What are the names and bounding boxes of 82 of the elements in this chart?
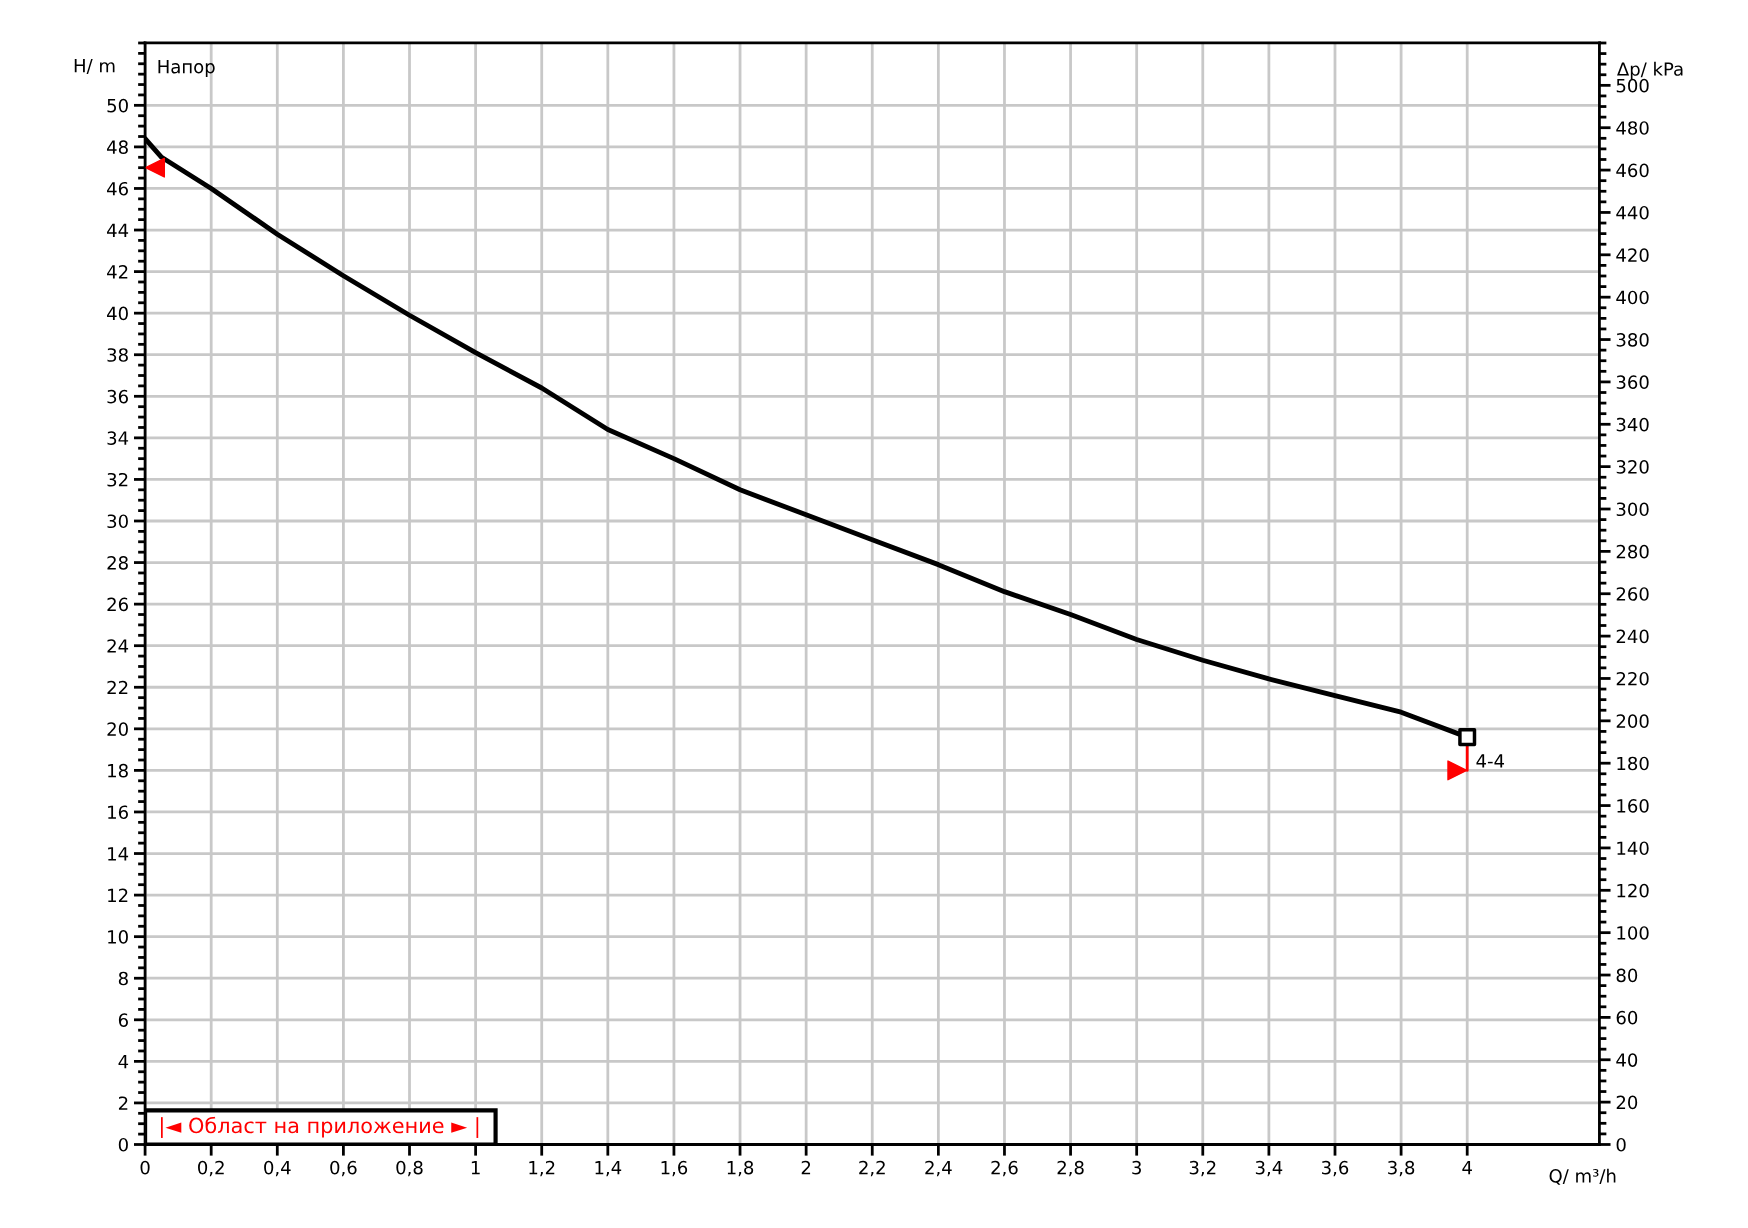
annotation: Напор — [158, 60, 215, 77]
x-axis-title: Q/ m³/h — [1549, 1168, 1616, 1185]
y2-tick-label: 20 — [1616, 1095, 1638, 1110]
y2-tick-label: 400 — [1616, 290, 1649, 305]
x-tick-label: 3,2 — [1189, 1160, 1216, 1177]
x-tick-label: 3,6 — [1322, 1160, 1349, 1177]
point — [1458, 728, 1477, 747]
x-tick-label: 1,8 — [727, 1160, 754, 1177]
y2-tick-label: 120 — [1617, 883, 1649, 898]
x-tick-label: 4 — [1462, 1161, 1472, 1175]
y-tick-label: 18 — [108, 763, 128, 778]
x-tick-label: 2,8 — [1057, 1160, 1084, 1177]
point — [144, 157, 166, 178]
annotation: 4-4 — [1476, 754, 1505, 768]
y2-tick-label: 380 — [1616, 333, 1649, 347]
y-tick-label: 20 — [107, 722, 128, 736]
y-axis-title: H/ m — [74, 59, 115, 74]
y2-tick-label: 180 — [1617, 756, 1649, 771]
y2-tick-label: 460 — [1616, 163, 1649, 178]
y2-tick-label: 340 — [1616, 417, 1649, 432]
y2-tick-label: 200 — [1616, 714, 1649, 728]
y-tick-label: 44 — [107, 223, 129, 237]
point — [1447, 760, 1468, 781]
y-tick-label: 30 — [107, 514, 128, 529]
x-tick-label: 0,2 — [198, 1160, 224, 1177]
y-tick-label: 36 — [107, 389, 128, 404]
x-tick-label: 2,6 — [991, 1160, 1018, 1177]
y-tick-label: 8 — [118, 971, 128, 986]
x-tick-label: 2 — [801, 1160, 811, 1175]
y2-tick-label: 280 — [1616, 544, 1649, 559]
x-tick-label: 3,4 — [1255, 1160, 1283, 1177]
y-tick-label: 42 — [107, 265, 128, 279]
y-tick-label: 24 — [107, 639, 129, 653]
y-tick-label: 40 — [107, 306, 128, 321]
y-tick-label: 22 — [107, 680, 128, 695]
x-tick-label: 1,4 — [595, 1161, 622, 1177]
y-tick-label: 0 — [118, 1137, 128, 1152]
annotation: |◄ Област на приложение ► | — [161, 1116, 479, 1138]
y-tick-label: 46 — [107, 181, 128, 196]
y2-tick-label: 80 — [1616, 968, 1638, 983]
x-tick-label: 1,6 — [661, 1160, 688, 1177]
x-tick-label: 0 — [140, 1160, 150, 1175]
y-tick-label: 32 — [107, 472, 128, 487]
y2-tick-label: 500 — [1616, 78, 1649, 93]
y2-tick-label: 240 — [1616, 629, 1649, 644]
y2-tick-label: 0 — [1616, 1137, 1626, 1152]
x-tick-label: 1 — [471, 1161, 480, 1175]
y-tick-label: 12 — [108, 888, 128, 902]
y-tick-label: 6 — [118, 1013, 128, 1027]
y-tick-label: 34 — [107, 431, 129, 445]
y2-tick-label: 360 — [1616, 375, 1649, 390]
x-tick-label: 0,6 — [330, 1160, 357, 1177]
x-tick-label: 2,2 — [859, 1160, 885, 1177]
x-tick-label: 0,8 — [396, 1160, 423, 1177]
y-tick-label: 28 — [107, 556, 128, 570]
y-tick-label: 14 — [108, 847, 129, 861]
y-tick-label: 2 — [118, 1096, 128, 1110]
x-tick-label: 2,4 — [925, 1160, 952, 1177]
y2-tick-label: 40 — [1616, 1053, 1638, 1067]
y2-tick-label: 260 — [1616, 587, 1649, 601]
y-tick-label: 50 — [107, 98, 128, 113]
y2-tick-label: 300 — [1616, 502, 1649, 517]
y2-tick-label: 480 — [1616, 121, 1649, 135]
y2-axis-title: Δp/ kPa — [1617, 61, 1683, 80]
y2-tick-label: 220 — [1616, 671, 1649, 686]
x-tick-label: 3,8 — [1388, 1160, 1415, 1177]
x-tick-label: 3 — [1132, 1160, 1141, 1175]
y2-tick-label: 60 — [1616, 1010, 1638, 1025]
y-tick-label: 26 — [107, 597, 128, 612]
y2-tick-label: 320 — [1616, 460, 1649, 474]
y2-tick-label: 160 — [1617, 799, 1649, 813]
y2-tick-label: 140 — [1617, 841, 1649, 856]
y-tick-label: 38 — [107, 348, 128, 362]
y2-tick-label: 100 — [1617, 926, 1649, 940]
y-tick-label: 10 — [108, 930, 128, 944]
x-tick-label: 1,2 — [529, 1160, 555, 1177]
y2-tick-label: 440 — [1616, 205, 1649, 220]
x-tick-label: 0,4 — [264, 1160, 291, 1177]
y-tick-label: 4 — [118, 1055, 129, 1069]
y-tick-label: 48 — [107, 140, 128, 155]
y-tick-label: 16 — [108, 805, 128, 820]
y2-tick-label: 420 — [1616, 248, 1649, 262]
